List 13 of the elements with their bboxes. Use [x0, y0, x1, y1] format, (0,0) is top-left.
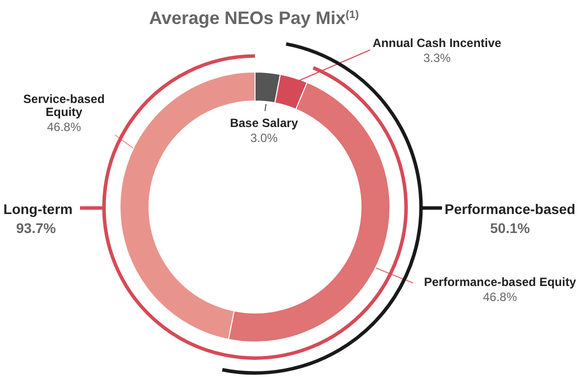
slice-label: Base Salary — [230, 116, 298, 130]
data-label: 3.0% — [250, 131, 278, 145]
data-label: 46.8% — [46, 120, 82, 134]
data-label: 3.3% — [423, 51, 451, 65]
slice-label: Performance-based Equity — [424, 275, 576, 289]
text: 50.1% — [490, 220, 530, 236]
text: 93.7% — [16, 220, 56, 236]
slice-label: Service-based Equity — [23, 92, 105, 119]
chart-title: Average NEOs Pay Mix$^{(1)}$ — [149, 8, 360, 28]
text: Performance-based — [444, 201, 576, 217]
slice-label: Annual Cash Incentive — [372, 36, 502, 50]
text: Long-term — [3, 201, 73, 217]
data-label: 46.8% — [482, 290, 518, 304]
